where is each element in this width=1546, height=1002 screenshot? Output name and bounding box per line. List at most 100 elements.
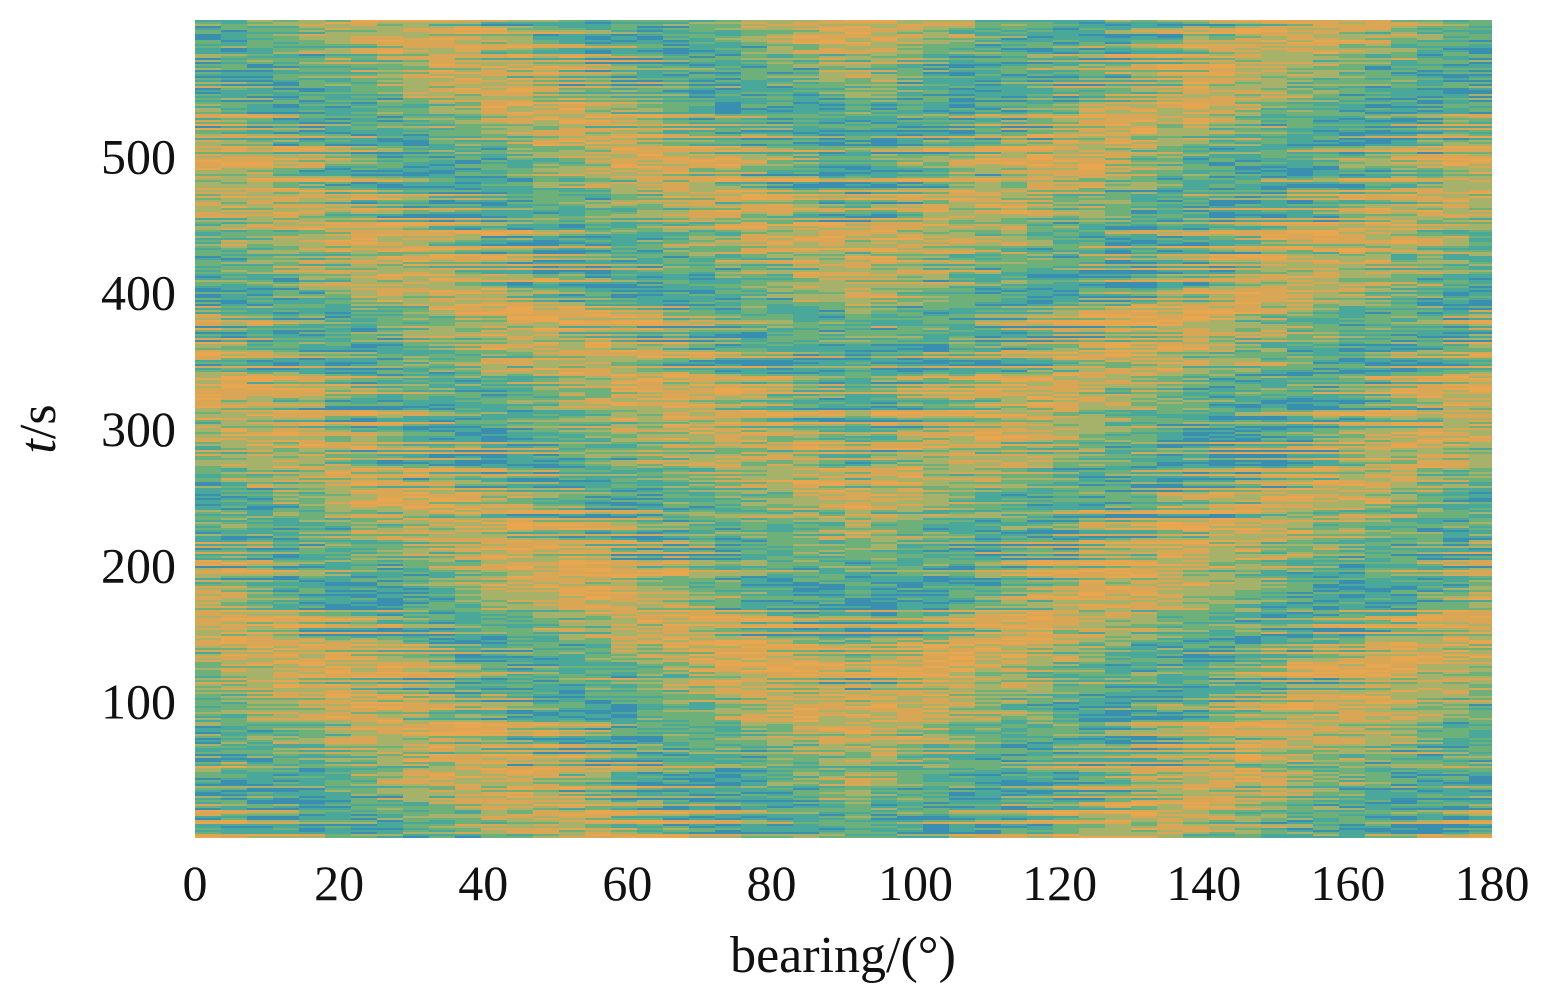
heatmap-cell [845,192,872,195]
heatmap-cell [1105,188,1132,191]
heatmap-cell [1443,118,1470,121]
heatmap-cell [1209,190,1236,193]
heatmap-cell [559,136,586,139]
heatmap-cell [585,32,612,35]
heatmap-cell [1053,122,1080,125]
heatmap-cell [1183,100,1210,103]
heatmap-cell [923,56,950,59]
heatmap-cell [1027,126,1054,129]
heatmap-cell [767,146,794,149]
heatmap-cell [429,124,456,127]
heatmap-cell [325,100,352,103]
heatmap-cell [1469,28,1492,31]
heatmap-cell [637,96,664,99]
heatmap-cell [741,122,768,125]
heatmap-cell [1391,192,1418,195]
heatmap-cell [1287,64,1314,67]
heatmap-cell [377,28,404,31]
heatmap-cell [1287,120,1314,123]
heatmap-cell [845,34,872,37]
heatmap-cell [1079,40,1106,43]
heatmap-cell [975,124,1002,127]
heatmap-cell [247,168,274,171]
heatmap-cell [1287,128,1314,131]
heatmap-cell [247,106,274,109]
heatmap-cell [845,164,872,167]
heatmap-cell [1235,28,1262,31]
heatmap-cell [585,36,612,39]
heatmap-cell [1001,122,1028,125]
heatmap-cell [1339,172,1366,175]
heatmap-cell [377,66,404,69]
heatmap-cell [767,68,794,71]
heatmap-cell [611,48,638,51]
heatmap-cell [663,118,690,121]
heatmap-cell [1443,184,1470,187]
heatmap-cell [351,80,378,83]
heatmap-cell [611,62,638,65]
heatmap-cell [715,114,742,117]
heatmap-cell [481,72,508,75]
heatmap-cell [1131,168,1158,171]
heatmap-cell [1391,44,1418,47]
heatmap-cell [663,32,690,35]
heatmap-cell [377,172,404,175]
heatmap-cell [975,144,1002,147]
heatmap-cell [377,38,404,41]
heatmap-cell [1339,156,1366,159]
heatmap-cell [403,102,430,105]
heatmap-cell [611,64,638,67]
heatmap-cell [1183,168,1210,171]
heatmap-cell [1157,154,1184,157]
heatmap-cell [871,110,898,113]
heatmap-cell [949,46,976,49]
heatmap-cell [455,152,482,155]
heatmap-cell [741,20,768,23]
heatmap-cell [325,182,352,185]
heatmap-cell [1365,80,1392,83]
heatmap-cell [1313,150,1340,153]
heatmap-cell [325,40,352,43]
heatmap-cell [351,84,378,87]
heatmap-cell [819,54,846,57]
heatmap-cell [1183,66,1210,69]
heatmap-cell [247,172,274,175]
heatmap-cell [897,74,924,77]
heatmap-cell [663,108,690,111]
heatmap-cell [819,104,846,107]
heatmap-cell [923,140,950,143]
heatmap-cell [1313,156,1340,159]
heatmap-cell [455,58,482,61]
heatmap-cell [1417,20,1444,23]
heatmap-cell [949,130,976,133]
heatmap-cell [1131,130,1158,133]
heatmap-cell [1157,184,1184,187]
heatmap-cell [1209,100,1236,103]
heatmap-cell [273,52,300,55]
heatmap-cell [1079,158,1106,161]
heatmap-cell [1209,128,1236,131]
heatmap-cell [559,46,586,49]
heatmap-cell [1131,32,1158,35]
heatmap-cell [1105,86,1132,89]
heatmap-cell [611,158,638,161]
heatmap-cell [923,136,950,139]
heatmap-cell [221,174,248,177]
heatmap-cell [1079,72,1106,75]
heatmap-cell [1339,134,1366,137]
heatmap-cell [1053,94,1080,97]
heatmap-cell [1157,48,1184,51]
heatmap-cell [559,152,586,155]
heatmap-cell [1079,94,1106,97]
heatmap-cell [1261,176,1288,179]
heatmap-cell [871,140,898,143]
heatmap-cell [741,170,768,173]
heatmap-cell [1027,172,1054,175]
heatmap-cell [1339,40,1366,43]
heatmap-cell [1365,60,1392,63]
heatmap-cell [1105,110,1132,113]
heatmap-cell [819,192,846,195]
heatmap-cell [377,194,404,197]
heatmap-cell [1339,168,1366,171]
heatmap-cell [1261,42,1288,45]
